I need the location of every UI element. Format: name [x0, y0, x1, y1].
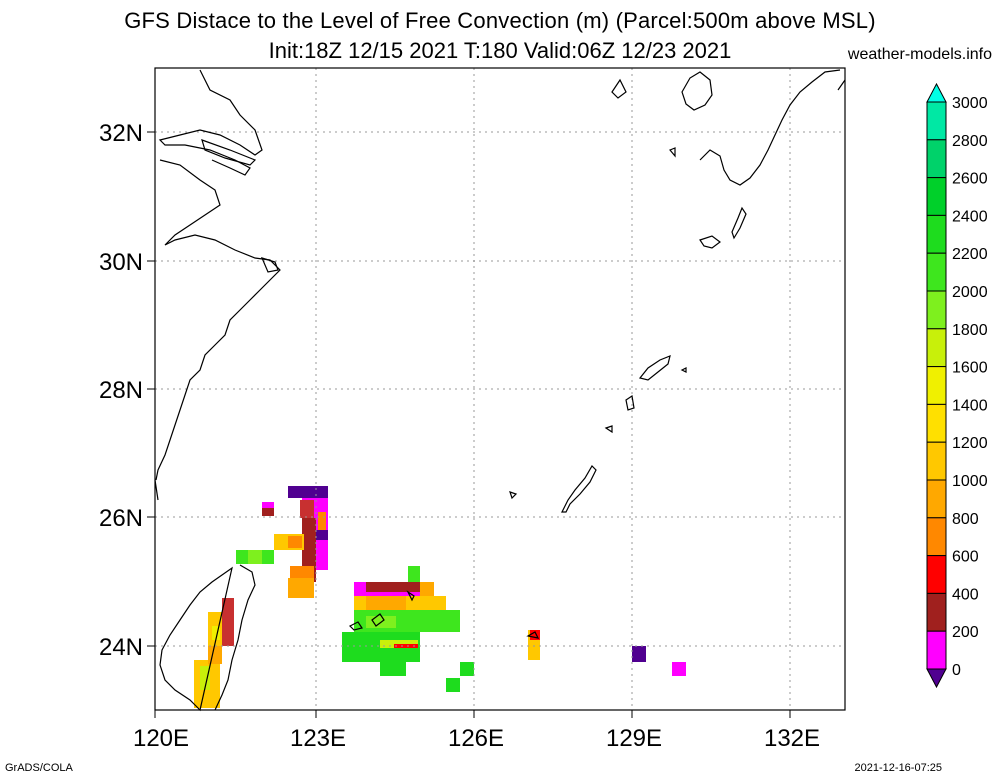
colorbar-segment	[926, 479, 947, 519]
colorbar-segment	[926, 630, 947, 670]
lon-label: 123E	[290, 725, 346, 752]
lon-label: 120E	[133, 725, 189, 752]
colorbar-tick-label: 1400	[952, 397, 988, 414]
colorbar-segment	[926, 214, 947, 254]
timestamp-label: 2021-12-16-07:25	[854, 762, 942, 774]
colorbar-tick-label: 0	[952, 662, 961, 679]
colorbar-labels: 3000280026002400220020001800160014001200…	[952, 95, 988, 679]
colorbar-tick-label: 200	[952, 624, 979, 641]
lfc-field	[194, 486, 686, 708]
colorbar-tick-label: 2000	[952, 284, 988, 301]
colorbar-segment	[926, 101, 947, 141]
colorbar-tick-label: 600	[952, 549, 979, 566]
colorbar-tick-label: 400	[952, 586, 979, 603]
colorbar-segment	[926, 328, 947, 368]
colorbar-segment	[926, 555, 947, 594]
colorbar-tick-label: 2600	[952, 171, 988, 188]
colorbar-segment	[926, 441, 947, 481]
chart-title: GFS Distace to the Level of Free Convect…	[124, 8, 876, 33]
colorbar-segment	[926, 517, 947, 557]
lat-label: 24N	[99, 634, 143, 661]
lat-label: 32N	[99, 120, 143, 147]
colorbar-tick-label: 3000	[952, 95, 988, 112]
colorbar-bottom-arrow	[926, 668, 947, 689]
colorbar-segment	[926, 139, 947, 179]
colorbar-tick-label: 800	[952, 511, 979, 528]
colorbar-segment	[926, 366, 947, 405]
lat-label: 26N	[99, 505, 143, 532]
colorbar-tick-label: 2800	[952, 133, 988, 150]
lat-label: 28N	[99, 377, 143, 404]
colorbar-segment	[926, 290, 947, 330]
colorbar-tick-label: 2200	[952, 246, 988, 263]
site-label: weather-models.info	[847, 46, 992, 63]
lon-label: 126E	[448, 725, 504, 752]
colorbar: 3000280026002400220020001800160014001200…	[926, 82, 988, 689]
lon-label: 129E	[606, 725, 662, 752]
colorbar-segment	[926, 592, 947, 632]
colorbar-segment	[926, 252, 947, 292]
colorbar-tick-label: 1000	[952, 473, 988, 490]
colorbar-segments	[926, 101, 947, 670]
axis-ticks	[147, 131, 791, 718]
software-label: GrADS/COLA	[5, 762, 73, 774]
colorbar-tick-label: 1600	[952, 360, 988, 377]
graticule	[155, 68, 845, 710]
colorbar-tick-label: 2400	[952, 208, 988, 225]
lat-label: 30N	[99, 249, 143, 276]
colorbar-top-arrow	[926, 82, 947, 103]
colorbar-segment	[926, 403, 947, 443]
colorbar-segment	[926, 177, 947, 216]
colorbar-tick-label: 1200	[952, 435, 988, 452]
colorbar-tick-label: 1800	[952, 322, 988, 339]
chart-subtitle: Init:18Z 12/15 2021 T:180 Valid:06Z 12/2…	[268, 38, 732, 63]
coastlines	[154, 69, 846, 712]
lon-label: 132E	[764, 725, 820, 752]
